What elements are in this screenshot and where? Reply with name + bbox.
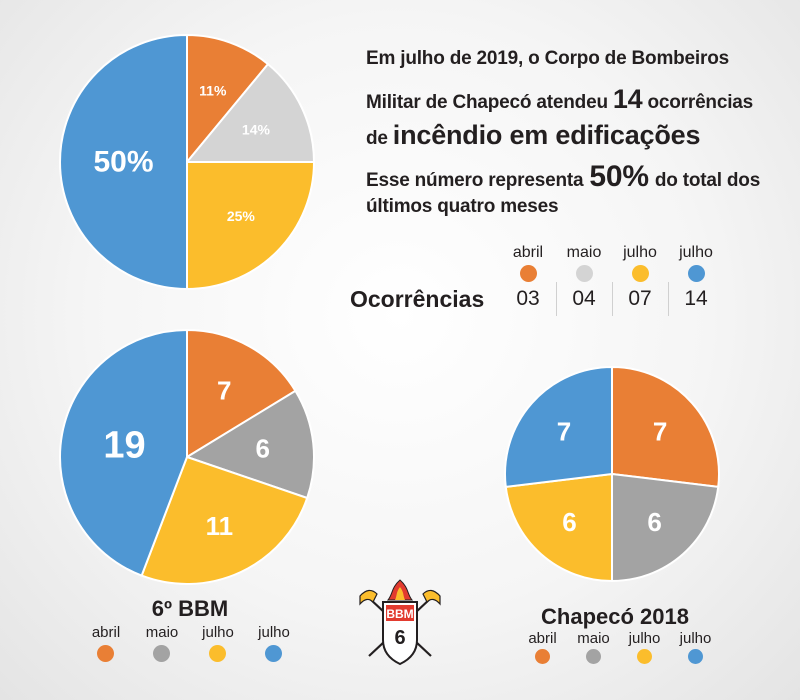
pie-slice-julho [504, 472, 613, 583]
legend-month-label: julho [679, 244, 713, 261]
pie-value-label: 14% [242, 122, 271, 138]
chapeco-title: Chapecó 2018 [541, 604, 689, 629]
pie-value-label: 7 [653, 416, 667, 446]
legend-month-label: julho [258, 624, 290, 641]
divider [612, 282, 613, 316]
pie-slice-abril [611, 365, 720, 489]
headline-line-4a: Esse número representa [366, 170, 584, 191]
legend-month-label: maio [577, 630, 610, 647]
pie-slice-julho [140, 455, 309, 585]
headline-line-1: Em julho de 2019, o Corpo de Bombeiros [366, 48, 729, 69]
chapeco-pie-chart: 7 6 6 7 [504, 365, 720, 583]
pie-value-label: 25% [227, 208, 256, 224]
occurrences-values: 03 04 07 14 [500, 287, 724, 311]
pie-value-label: 6 [562, 507, 576, 537]
occurrence-value: 07 [628, 287, 652, 310]
legend-month-label: julho [628, 630, 661, 647]
legend-month-label: abril [91, 624, 121, 641]
legend-dot-maio [576, 265, 593, 282]
occurrence-value: 03 [516, 287, 540, 310]
axe-heads-icon [359, 589, 441, 606]
chapeco-legend: abril maio julho julho [517, 630, 721, 647]
pie-slice-julho [504, 365, 613, 489]
legend-dot-julho [688, 649, 703, 664]
bbm-pie-chart: 76 11 19 [59, 328, 315, 585]
pie-slice-abril [186, 33, 270, 165]
top-pie-chart: 11% 14% 25% 50% [59, 33, 316, 291]
pie-value-label: 6 [256, 434, 270, 464]
pie-slice-maio [184, 389, 315, 500]
emblem-number: 6 [394, 627, 405, 649]
headline-line-3a: de [366, 128, 388, 149]
pie-value-label: 6 [647, 507, 661, 537]
legend-month-label: maio [566, 244, 602, 261]
legend-dot-junho [632, 265, 649, 282]
headline-count: 14 [612, 84, 643, 114]
emblem-label: BBM [386, 607, 413, 621]
pie-slice-julho [59, 33, 188, 291]
pie-slice-abril [186, 328, 297, 459]
legend-month-label: abril [528, 630, 557, 647]
headline-line-2b: ocorrências [647, 92, 754, 113]
legend-dot-abril [520, 265, 537, 282]
legend-month-label: maio [145, 624, 179, 641]
headline-line-2a: Militar de Chapecó atendeu [366, 92, 608, 113]
pie-value-label: 11% [199, 82, 227, 98]
headline-percent: 50% [589, 160, 649, 193]
pie-slice-julho [186, 161, 316, 291]
legend-month-label: abril [512, 244, 544, 261]
headline-line-5: últimos quatro meses [366, 196, 559, 217]
occurrence-value: 14 [684, 287, 708, 310]
pie-slice-julho [59, 328, 188, 577]
legend-month-label: julho [679, 630, 712, 647]
pie-value-label: 7 [557, 416, 571, 446]
legend-dot-abril [535, 649, 550, 664]
headline-emphasis: incêndio em edificações [392, 120, 701, 150]
pie-value-label: 11 [206, 511, 234, 541]
occurrences-legend-months: abril maio julho julho [500, 244, 724, 268]
bbm-title: 6º BBM [151, 596, 229, 621]
pie-slice-maio [184, 62, 316, 163]
fire-department-emblem: BBM 6 [359, 579, 441, 666]
legend-month-label: julho [202, 624, 234, 641]
pie-value-label: 50% [93, 146, 153, 179]
divider [668, 282, 669, 316]
bbm-legend: abril maio julho julho [78, 624, 302, 641]
legend-month-label: julho [623, 244, 657, 261]
headline-line-4b: do total dos [654, 170, 761, 191]
legend-dot-junho [637, 649, 652, 664]
legend-dot-abril [97, 645, 114, 662]
legend-dot-julho [265, 645, 282, 662]
occurrences-label: Ocorrências [350, 286, 485, 312]
legend-dot-julho [688, 265, 705, 282]
occurrence-value: 04 [572, 287, 596, 310]
legend-dot-maio [153, 645, 170, 662]
pie-value-label: 7 [217, 376, 231, 406]
legend-dot-maio [586, 649, 601, 664]
legend-dot-junho [209, 645, 226, 662]
pie-value-label: 19 [103, 424, 145, 466]
pie-slice-maio [611, 472, 720, 583]
divider [556, 282, 557, 316]
headline: Em julho de 2019, o Corpo de Bombeiros M… [366, 48, 796, 232]
